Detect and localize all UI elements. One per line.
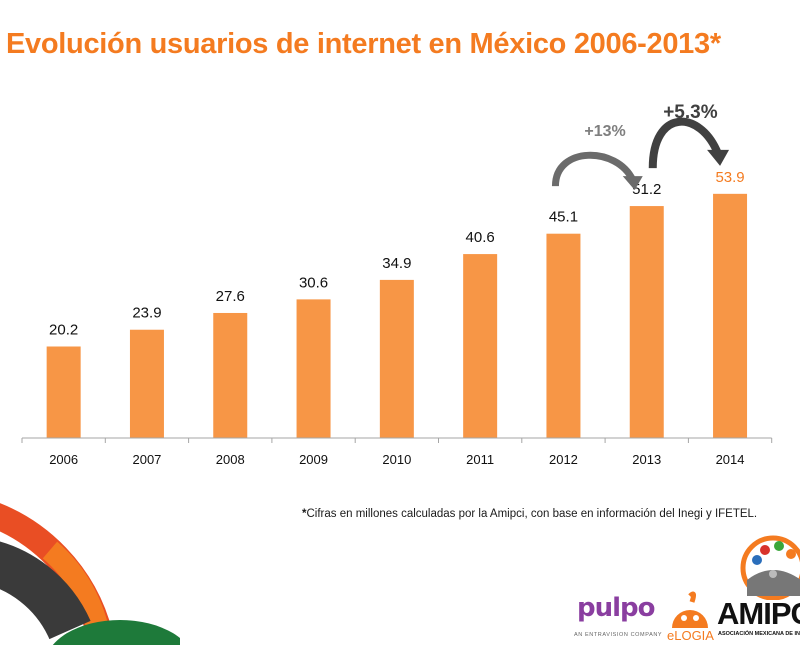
chart-title: Evolución usuarios de internet en México…: [6, 28, 721, 60]
bar-2012: [546, 233, 581, 438]
elogia-logo-icon: [672, 591, 708, 628]
data-label: 23.9: [132, 305, 161, 322]
arc-gray: [0, 541, 91, 640]
arc-green: [52, 620, 180, 645]
bar-chart: 2006 20.2 2007 23.9 2008 27.6 2009 30.6 2010 34.9…: [21, 102, 773, 467]
x-tick-label: 2009: [299, 452, 328, 467]
x-tick-label: 2012: [549, 452, 578, 467]
data-label: 30.6: [299, 274, 328, 291]
x-tick-label: 2011: [466, 452, 494, 467]
bar-2014: [713, 193, 748, 438]
pulpo-tagline: AN ENTRAVISION COMPANY: [574, 632, 663, 638]
elogia-logo: eLOGIA: [667, 628, 714, 643]
bar-2008: [213, 312, 248, 438]
bar-2007: [129, 329, 164, 438]
data-label: 40.6: [466, 229, 495, 246]
bar-2013: [629, 206, 664, 438]
growth-annotation: +5.3%: [663, 102, 718, 123]
data-label: 27.6: [216, 288, 245, 305]
growth-arrow: [648, 117, 722, 169]
arrow-head-icon: [622, 176, 643, 191]
footnote: *Cifras en millones calculadas por la Am…: [302, 508, 757, 520]
footnote-asterisk: *: [302, 508, 307, 520]
x-tick-label: 2014: [716, 452, 745, 467]
growth-annotation: +13%: [584, 123, 625, 140]
amipci-logo-icon: [740, 535, 800, 600]
bar-2006: [46, 346, 81, 438]
bar-2009: [296, 299, 331, 438]
data-label: 53.9: [715, 169, 744, 186]
decorative-arcs: [0, 503, 180, 645]
data-label: 34.9: [382, 255, 411, 272]
amipci-logo: AMIPCI: [717, 596, 800, 631]
bar-2010: [379, 279, 414, 438]
x-tick-label: 2010: [382, 452, 411, 467]
pulpo-logo: pulpo: [577, 593, 656, 623]
x-tick-label: 2006: [49, 452, 78, 467]
data-label: 45.1: [549, 209, 578, 226]
x-tick-label: 2007: [132, 452, 161, 467]
data-label: 51.2: [632, 181, 661, 198]
amipci-tagline: ASOCIACIÓN MEXICANA DE INTERNET: [718, 631, 800, 637]
x-tick-label: 2008: [216, 452, 245, 467]
x-tick-label: 2013: [632, 452, 661, 467]
growth-arrow: [551, 151, 636, 187]
data-label: 20.2: [49, 321, 78, 338]
footnote-text: Cifras en millones calculadas por la Ami…: [306, 508, 758, 520]
arrow-head-icon: [707, 149, 730, 166]
sponsor-logos: pulpo AN ENTRAVISION COMPANY eLOGIA AMIP…: [560, 530, 800, 645]
bar-2011: [463, 254, 498, 438]
